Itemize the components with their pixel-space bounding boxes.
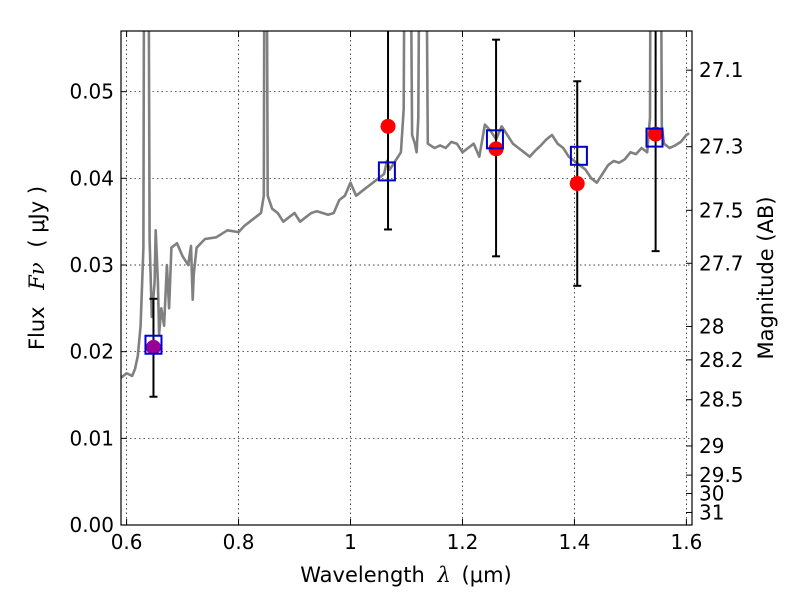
spectrum-line: [121, 31, 690, 379]
x-tick-label: 0.6: [111, 530, 143, 554]
observed-point: [145, 339, 161, 355]
y-tick-label: 0.04: [69, 166, 114, 190]
y-axis-left-symbol: Fν: [25, 262, 49, 291]
x-axis-label: Wavelength λ (μm): [300, 563, 511, 587]
x-tick-label: 1.2: [447, 530, 479, 554]
mag-tick-label: 29: [699, 434, 724, 458]
y-axis-right-label: Magnitude (AB): [754, 196, 778, 359]
x-tick-label: 1: [344, 530, 357, 554]
x-tick-label: 1.6: [670, 530, 702, 554]
model-photometry-square: [569, 145, 588, 166]
y-tick-label: 0.05: [69, 80, 114, 104]
y-tick-label: 0.00: [69, 513, 114, 537]
mag-tick-label: 27.7: [699, 251, 744, 275]
x-axis-symbol: λ: [437, 563, 451, 587]
mag-tick-label: 31: [699, 500, 724, 524]
plot-frame: [120, 30, 693, 526]
mag-tick-label: 28.5: [699, 388, 744, 412]
model-photometry-square: [645, 127, 664, 148]
mag-tick-label: 29.5: [699, 463, 744, 487]
observed-point: [380, 118, 396, 134]
model-photometry-square: [144, 334, 163, 355]
mag-tick-label: 27.3: [699, 135, 744, 159]
y-tick-label: 0.03: [69, 253, 114, 277]
x-tick-label: 0.8: [223, 530, 255, 554]
mag-tick-label: 30: [699, 482, 724, 506]
mag-tick-label: 27.1: [699, 58, 744, 82]
y-tick-label: 0.01: [69, 426, 114, 450]
model-photometry-square: [377, 161, 396, 182]
observed-point: [569, 176, 585, 192]
mag-tick-label: 28.2: [699, 348, 744, 372]
y-axis-left-label: Flux Fν ( μJy ): [25, 186, 49, 350]
observed-point: [648, 126, 664, 142]
data-layer: [121, 31, 690, 379]
mag-tick-label: 28: [699, 314, 724, 338]
mag-tick-label: 27.5: [699, 198, 744, 222]
axes: 0.6 0.8 1 1.2 1.4 1.6 0.00 0.01 0.02 0.03 0.04 0.05…: [69, 30, 744, 554]
model-photometry-square: [485, 129, 504, 150]
markers-layer: [144, 31, 664, 398]
x-tick-label: 1.4: [559, 530, 591, 554]
y-tick-label: 0.02: [69, 340, 114, 364]
plot-area: [121, 31, 692, 525]
